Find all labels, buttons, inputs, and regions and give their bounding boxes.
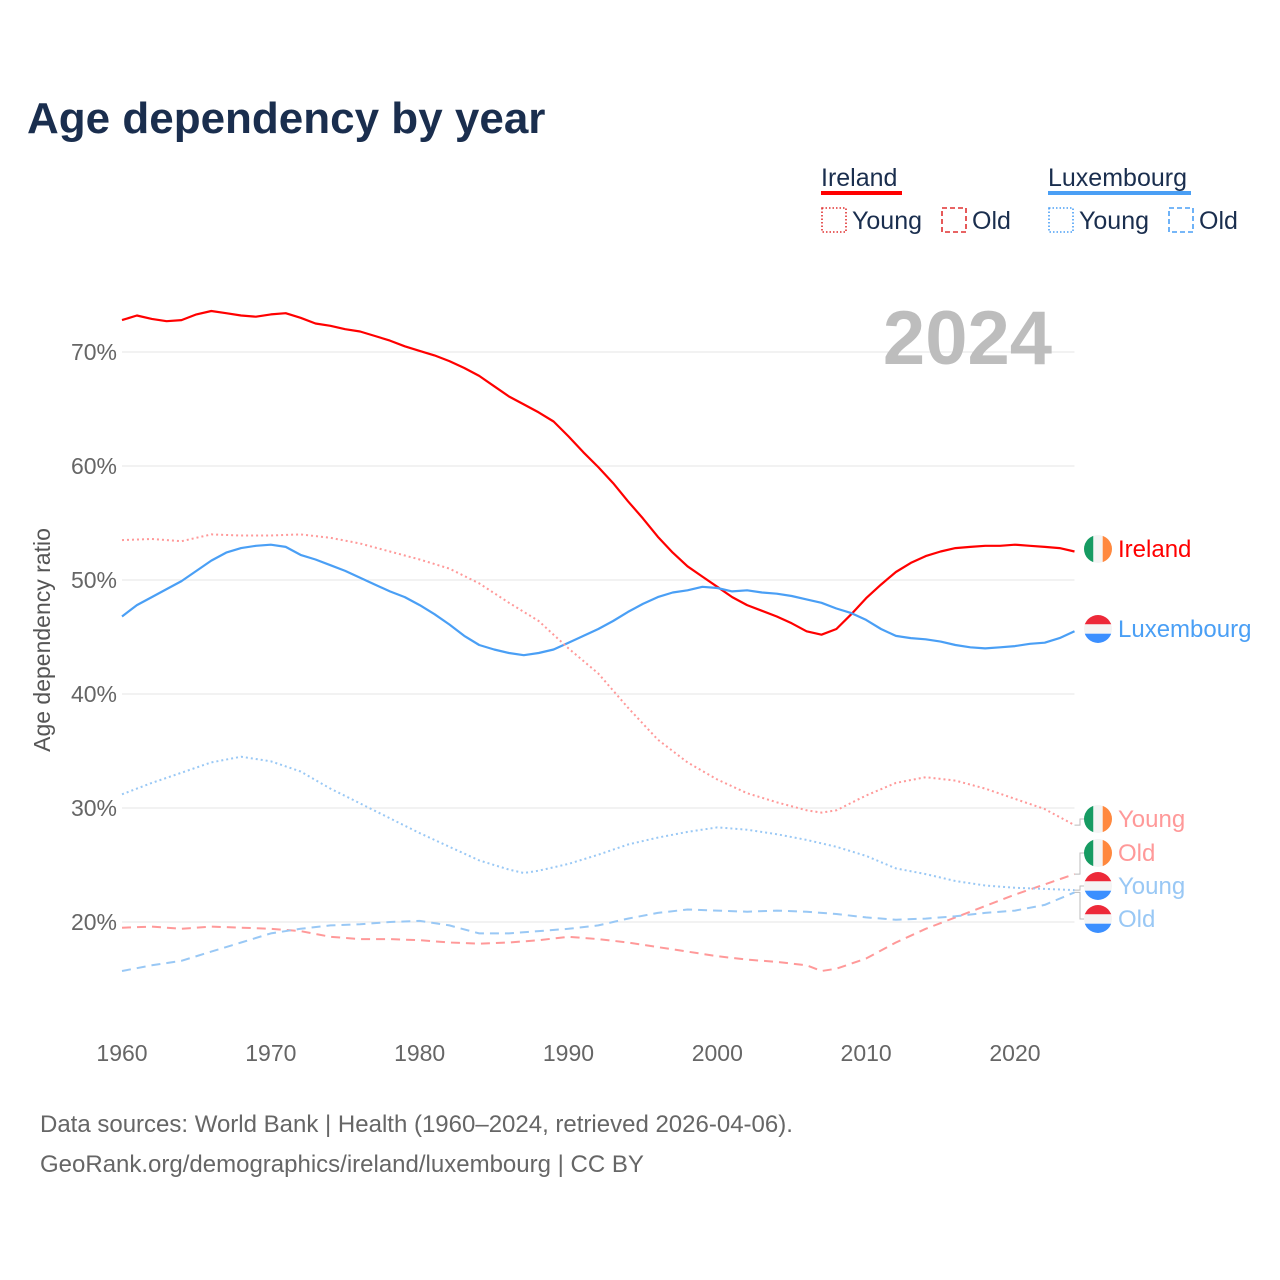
series-line-ireland-young[interactable] [121, 533, 1075, 826]
x-tick-label: 2000 [692, 1040, 743, 1066]
legend-swatch-dotted [821, 207, 847, 233]
legend-country: Luxembourg [1048, 164, 1187, 192]
series-line-luxembourg-old[interactable] [121, 891, 1075, 972]
legend-item-old[interactable]: Old [1168, 207, 1238, 235]
x-tick-label: 2020 [989, 1040, 1040, 1066]
series-lines [121, 309, 1075, 972]
legend-country-underline [1048, 191, 1191, 195]
series-line-ireland-old[interactable] [121, 873, 1075, 972]
legend-swatch-dashed [1168, 207, 1194, 233]
series-line-luxembourg[interactable] [121, 543, 1075, 657]
series-line-luxembourg-young[interactable] [121, 755, 1075, 892]
y-tick-label: 50% [71, 567, 117, 593]
end-label-ireland-old: Old [1074, 839, 1155, 875]
end-label-ireland: Ireland [1084, 535, 1191, 563]
end-label-luxembourg-young: Young [1074, 872, 1185, 900]
label-connector [1074, 852, 1086, 875]
luxembourg-flag-icon [1084, 615, 1112, 643]
legend-item-label: Young [1079, 207, 1149, 235]
y-tick-label: 70% [71, 339, 117, 365]
legend-item-young[interactable]: Young [821, 207, 922, 235]
y-tick-label: 30% [71, 795, 117, 821]
ireland-flag-icon [1084, 805, 1112, 833]
end-label-text: Old [1118, 840, 1155, 867]
legend-item-label: Young [852, 207, 922, 235]
end-label-text: Young [1118, 873, 1185, 900]
end-label-ireland-young: Young [1074, 805, 1185, 833]
current-year-label: 2024 [883, 296, 1052, 381]
legend: Ireland Young Old Luxembourg Young Old [821, 164, 1238, 235]
x-tick-label: 1970 [245, 1040, 296, 1066]
luxembourg-flag-icon [1084, 905, 1112, 933]
label-connector [1074, 818, 1086, 826]
end-label-text: Young [1118, 806, 1185, 833]
legend-group-luxembourg: Luxembourg Young Old [1048, 164, 1238, 235]
legend-item-label: Old [972, 207, 1011, 235]
x-axis: 1960 1970 1980 1990 2000 2010 2020 [96, 1040, 1040, 1066]
legend-item-label: Old [1199, 207, 1238, 235]
ireland-flag-icon [1084, 535, 1112, 563]
ireland-flag-icon [1084, 839, 1112, 867]
end-label-luxembourg: Luxembourg [1084, 615, 1251, 643]
end-label-text: Old [1118, 906, 1155, 933]
legend-item-old[interactable]: Old [941, 207, 1011, 235]
legend-country-underline [821, 191, 902, 195]
label-connector [1074, 885, 1086, 891]
x-tick-label: 1960 [96, 1040, 147, 1066]
footer-link[interactable]: GeoRank.org/demographics/ireland/luxembo… [40, 1151, 644, 1178]
x-tick-label: 1980 [394, 1040, 445, 1066]
end-label-text: Luxembourg [1118, 616, 1251, 643]
x-tick-label: 1990 [543, 1040, 594, 1066]
legend-swatch-dashed [941, 207, 967, 233]
end-label-luxembourg-old: Old [1074, 891, 1155, 933]
footer-source: Data sources: World Bank | Health (1960–… [40, 1111, 793, 1138]
legend-item-young[interactable]: Young [1048, 207, 1149, 235]
legend-country: Ireland [821, 164, 897, 192]
legend-swatch-dotted [1048, 207, 1074, 233]
series-line-ireland[interactable] [121, 309, 1075, 636]
chart-title: Age dependency by year [27, 94, 545, 143]
label-connector [1074, 891, 1086, 920]
luxembourg-flag-icon [1084, 872, 1112, 900]
y-axis: 20% 30% 40% 50% 60% 70% [71, 339, 117, 935]
legend-group-ireland: Ireland Young Old [821, 164, 1011, 235]
y-tick-label: 40% [71, 681, 117, 707]
gridlines [122, 351, 1075, 923]
end-labels: Ireland Luxembourg Young Old Young Old [1074, 535, 1251, 933]
y-tick-label: 60% [71, 453, 117, 479]
y-tick-label: 20% [71, 909, 117, 935]
x-tick-label: 2010 [841, 1040, 892, 1066]
end-label-text: Ireland [1118, 536, 1191, 563]
y-axis-label: Age dependency ratio [29, 528, 55, 752]
